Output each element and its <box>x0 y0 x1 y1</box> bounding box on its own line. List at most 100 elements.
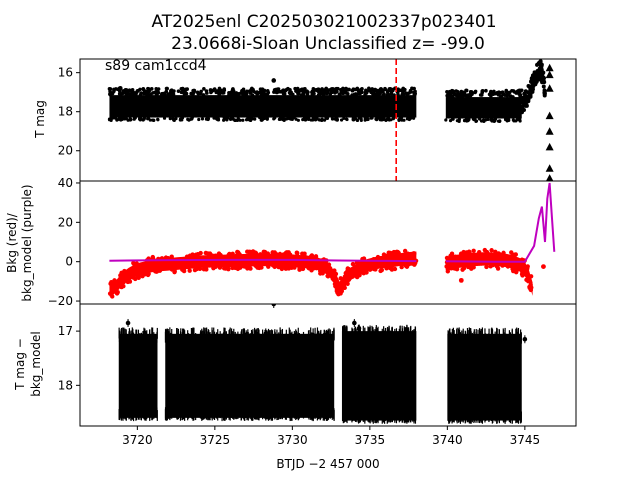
tmag-point <box>164 89 169 94</box>
tmag-point <box>160 92 164 96</box>
tmag-point <box>383 86 387 91</box>
tmag-point <box>465 95 469 99</box>
tmag-point <box>319 89 324 93</box>
tmag-point <box>108 89 112 94</box>
tmag-point <box>230 88 235 92</box>
tmag-point <box>374 117 378 121</box>
tmag-point <box>200 117 205 121</box>
bkg-red-point <box>490 256 495 261</box>
tmag-point <box>320 118 324 122</box>
tmag-point <box>307 117 311 121</box>
bkg-red-point <box>388 261 394 266</box>
bkg-red-point <box>272 264 277 270</box>
upper-limit-marker <box>545 63 554 72</box>
tmag-point <box>246 118 251 122</box>
tmag-outlier-point <box>118 85 123 91</box>
residual-point-band <box>118 333 158 418</box>
tmag-point <box>492 119 497 123</box>
x-tick-label: 3725 <box>200 433 231 447</box>
bkg-red-point <box>488 264 493 269</box>
tmag-point <box>222 117 226 121</box>
tmag-point <box>512 90 517 94</box>
tmag-point <box>231 93 236 97</box>
bkg-red-point <box>216 251 222 256</box>
tmag-point <box>454 93 459 98</box>
bkg-red-point <box>161 263 166 269</box>
tmag-point <box>335 117 339 122</box>
bkg-red-point <box>512 263 518 268</box>
bkg-red-point <box>325 266 330 271</box>
bkg-red-point <box>187 268 192 273</box>
bkg-red-point <box>405 251 411 256</box>
bkg-red-point <box>266 262 271 267</box>
bkg-red-point <box>193 252 199 257</box>
tmag-point <box>460 93 465 98</box>
tmag-point <box>379 89 384 94</box>
bkg-red-point <box>194 260 200 266</box>
tmag-point <box>201 93 206 97</box>
tmag-point <box>511 118 515 122</box>
bkg-red-point <box>136 267 141 272</box>
upper-limit-marker <box>545 70 554 79</box>
tmag-point <box>329 88 334 93</box>
tmag-point <box>250 86 254 91</box>
tmag-point <box>272 117 276 121</box>
tmag-point <box>133 116 137 120</box>
bkg-red-point <box>390 250 395 256</box>
tmag-point <box>499 94 504 98</box>
upper-limit-marker <box>545 142 554 151</box>
tmag-point <box>146 116 151 121</box>
bkg-red-point <box>453 254 458 259</box>
tmag-point <box>454 89 459 93</box>
tmag-point <box>112 89 116 94</box>
bkg-red-point <box>401 254 406 259</box>
tmag-point-band <box>445 97 522 119</box>
bkg-red-point <box>528 287 534 293</box>
bkg-red-point <box>402 248 408 254</box>
bkg-red-point <box>265 254 271 259</box>
tmag-point <box>138 93 143 97</box>
upper-limit-marker <box>545 127 554 135</box>
chart-title-line1: AT2025enl C202503021002337p023401 <box>151 12 496 32</box>
bkg-red-point <box>513 268 519 273</box>
tmag-point <box>342 116 346 120</box>
tmag-point <box>409 90 413 94</box>
residual-point-band <box>341 331 417 421</box>
tmag-point <box>405 117 409 121</box>
bkg-red-point <box>485 257 490 262</box>
bkg-red-point <box>468 254 474 259</box>
tmag-point <box>129 118 133 122</box>
tmag-point <box>164 86 169 91</box>
bkg-red-point <box>270 260 275 266</box>
top-panel-ytick-label: 16 <box>58 66 73 80</box>
bkg-red-point <box>261 249 267 254</box>
tmag-point <box>144 91 148 96</box>
bkg-red-point <box>120 274 125 280</box>
tmag-point <box>262 89 266 94</box>
bkg-red-point <box>504 254 510 260</box>
tmag-point <box>372 88 377 93</box>
bkg-red-point <box>211 264 217 269</box>
tmag-point <box>413 89 417 94</box>
bkg-red-point <box>259 265 264 270</box>
bkg-red-point <box>247 250 252 255</box>
bkg-red-point <box>320 271 325 276</box>
middle-panel-ytick-label: 20 <box>58 215 73 229</box>
bkg-red-point <box>292 265 297 270</box>
tmag-point <box>310 92 315 97</box>
tmag-point <box>377 116 381 120</box>
tmag-point <box>381 117 385 121</box>
upper-limit-marker <box>545 111 554 120</box>
tmag-point <box>156 117 160 121</box>
bkg-red-point <box>471 248 476 253</box>
x-tick-label: 3735 <box>355 433 386 447</box>
bkg-red-point <box>399 264 404 270</box>
bkg-red-point <box>444 255 450 261</box>
bkg-red-point <box>249 261 254 266</box>
bottom-panel-frame <box>79 303 577 427</box>
bottom-panel-ylabel-line1: T mag − <box>13 338 27 391</box>
x-tick-label: 3720 <box>122 433 153 447</box>
tmag-point <box>392 93 396 97</box>
bkg-red-point <box>375 254 381 260</box>
tmag-point <box>278 90 282 94</box>
